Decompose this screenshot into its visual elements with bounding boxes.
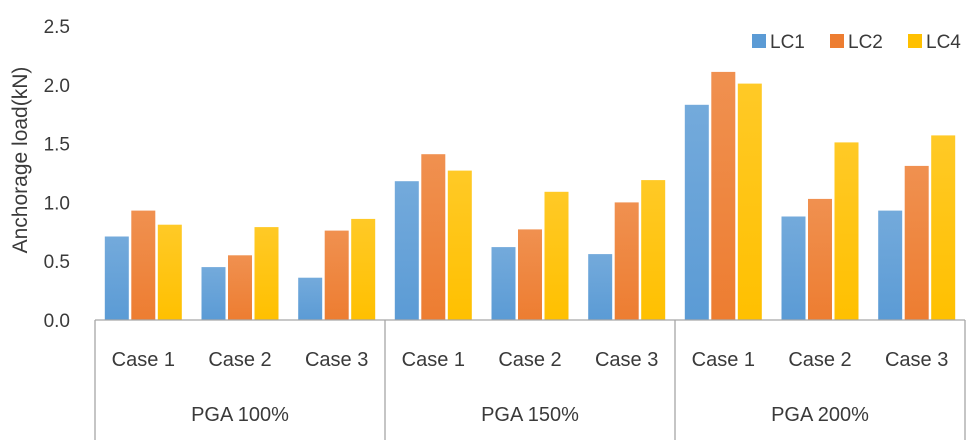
bar-lc2-7	[711, 71, 736, 321]
legend-label-lc2: LC2	[848, 32, 883, 53]
category-label: Case 3	[885, 349, 948, 371]
bar-lc1-6	[588, 254, 613, 320]
bar-lc4-3	[351, 218, 376, 320]
group-label: PGA 100%	[191, 404, 289, 426]
category-label: Case 3	[305, 349, 368, 371]
category-label: Case 3	[595, 349, 658, 371]
category-label: Case 1	[112, 349, 175, 371]
bar-lc2-5	[518, 229, 542, 320]
bar-lc4-9	[931, 135, 956, 320]
bar-lc2-1	[131, 210, 156, 320]
category-label: Case 2	[788, 349, 851, 371]
bar-lc4-8	[834, 142, 859, 320]
y-tick-label: 1.5	[44, 135, 70, 156]
category-label: Case 2	[498, 349, 561, 371]
bar-lc1-7	[684, 104, 709, 320]
category-label: Case 1	[402, 349, 465, 371]
y-tick-label: 2.5	[44, 17, 70, 38]
bar-lc4-1	[157, 224, 182, 320]
legend-swatch-lc2	[830, 34, 844, 48]
bar-lc4-4	[447, 170, 472, 320]
bar-lc1-8	[781, 216, 806, 320]
bar-lc2-3	[324, 230, 349, 320]
bar-lc4-5	[544, 191, 569, 320]
legend-swatch-lc1	[752, 34, 766, 48]
bar-lc4-6	[641, 180, 666, 320]
bar-lc2-2	[228, 255, 252, 320]
group-label: PGA 200%	[771, 404, 869, 426]
legend-label-lc1: LC1	[770, 32, 805, 53]
bar-lc4-2	[254, 227, 279, 320]
bar-lc2-9	[904, 165, 929, 320]
x-axis-labels: Case 1 Case 2 Case 3 PGA 100% Case 1 Case 2 Ca…	[112, 349, 949, 426]
group-label: PGA 150%	[481, 404, 579, 426]
y-tick-label: 0.5	[44, 252, 70, 273]
bar-lc2-8	[808, 198, 832, 320]
bar-lc1-3	[298, 277, 323, 320]
bar-lc1-5	[491, 247, 516, 320]
y-tick-label: 0.0	[44, 311, 70, 332]
bar-lc1-1	[104, 236, 129, 320]
legend: LC1 LC2 LC4	[752, 32, 961, 53]
y-axis-title: Anchorage load(kN)	[9, 67, 32, 254]
category-label: Case 2	[208, 349, 271, 371]
bar-lc4-7	[737, 83, 762, 320]
legend-swatch-lc4	[908, 34, 922, 48]
bar-lc1-9	[878, 210, 903, 320]
y-axis-ticks: 0.0 0.5 1.0 1.5 2.0 2.5	[44, 17, 70, 332]
bar-lc1-4	[394, 181, 419, 320]
axis-lines	[94, 319, 966, 440]
bars	[104, 71, 956, 321]
category-label: Case 1	[692, 349, 755, 371]
legend-label-lc4: LC4	[926, 32, 961, 53]
bar-lc2-4	[421, 154, 446, 320]
y-tick-label: 1.0	[44, 193, 70, 214]
bar-lc1-2	[201, 267, 226, 320]
bar-lc2-6	[614, 202, 639, 320]
y-tick-label: 2.0	[44, 76, 70, 97]
